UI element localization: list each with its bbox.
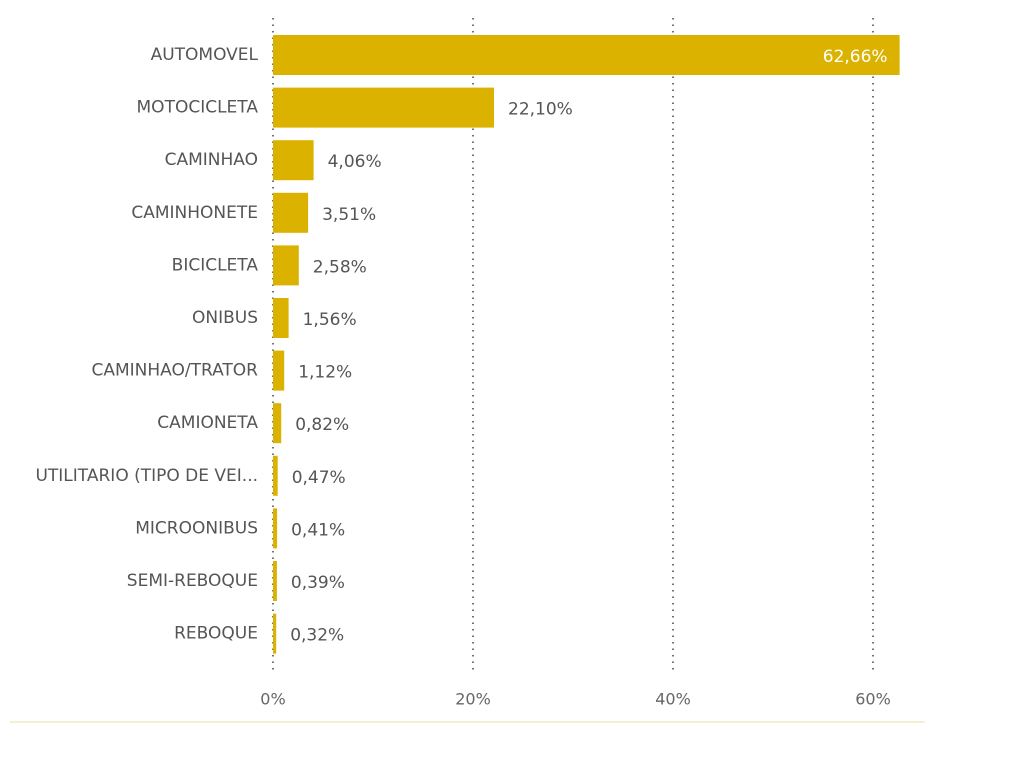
bars bbox=[273, 35, 900, 654]
bar bbox=[273, 298, 289, 338]
category-label: REBOQUE bbox=[174, 624, 258, 644]
value-label: 2,58% bbox=[313, 257, 367, 277]
value-labels: 62,66% 22,10% 4,06% 3,51% 2,58% 1,56% 1,12% 0,8… bbox=[290, 47, 887, 646]
category-label: SEMI-REBOQUE bbox=[127, 571, 258, 591]
value-label: 1,56% bbox=[303, 310, 357, 330]
value-label: 1,12% bbox=[298, 363, 352, 383]
value-label: 62,66% bbox=[823, 47, 888, 67]
category-label: UTILITARIO (TIPO DE VEI... bbox=[35, 466, 258, 486]
bar bbox=[273, 508, 278, 549]
bar bbox=[273, 35, 900, 75]
bar bbox=[273, 403, 282, 444]
category-label: MICROONIBUS bbox=[135, 518, 258, 538]
category-label: CAMINHAO bbox=[165, 150, 258, 170]
category-label: BICICLETA bbox=[172, 255, 259, 275]
bar bbox=[273, 613, 277, 654]
value-label: 0,39% bbox=[291, 573, 345, 593]
value-label: 0,82% bbox=[295, 415, 349, 435]
value-label: 4,06% bbox=[328, 152, 382, 172]
bar bbox=[273, 455, 278, 496]
value-label: 0,41% bbox=[291, 520, 345, 540]
category-label: MOTOCICLETA bbox=[137, 98, 259, 118]
bar bbox=[273, 561, 277, 601]
x-tick-label: 60% bbox=[855, 690, 891, 709]
x-tick-label: 40% bbox=[655, 690, 691, 709]
bar bbox=[273, 245, 299, 286]
category-label: ONIBUS bbox=[192, 308, 258, 328]
category-label: CAMINHAO/TRATOR bbox=[91, 361, 258, 381]
value-label: 0,47% bbox=[292, 468, 346, 488]
bar bbox=[273, 350, 285, 391]
bar bbox=[273, 192, 309, 233]
bar bbox=[273, 140, 314, 181]
x-tick-label: 20% bbox=[455, 690, 491, 709]
value-label: 22,10% bbox=[508, 100, 573, 120]
category-label: CAMINHONETE bbox=[131, 203, 258, 223]
category-label: CAMIONETA bbox=[157, 413, 258, 433]
bar bbox=[273, 87, 494, 128]
x-tick-label: 0% bbox=[260, 690, 285, 709]
value-label: 3,51% bbox=[322, 205, 376, 225]
value-label: 0,32% bbox=[290, 626, 344, 646]
x-axis-ticks: 0% 20% 40% 60% bbox=[260, 690, 890, 709]
category-label: AUTOMOVEL bbox=[151, 45, 259, 65]
category-labels: AUTOMOVEL MOTOCICLETA CAMINHAO CAMINHONETE B… bbox=[35, 45, 258, 644]
